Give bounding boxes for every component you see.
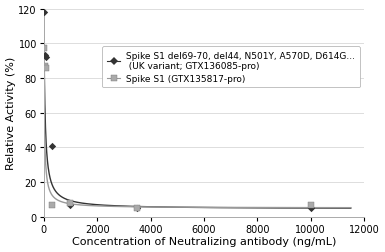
Point: [42, 54, 48, 58]
Point: [308, 206, 314, 210]
Point: [67, 201, 74, 205]
Point: [49, 144, 55, 148]
Point: [42, 65, 48, 69]
Point: [49, 203, 55, 207]
Point: [134, 206, 140, 210]
Point: [308, 203, 314, 207]
Point: [44, 56, 50, 60]
Point: [41, 11, 47, 15]
Point: [134, 206, 140, 210]
Point: [44, 66, 50, 70]
Legend:  Spike S1 del69-70, del44, N501Y, A570D, D614G...
  (UK variant; GTX136085-pro),: Spike S1 del69-70, del44, N501Y, A570D, …: [102, 47, 360, 88]
X-axis label: Concentration of Neutralizing antibody (ng/mL): Concentration of Neutralizing antibody (…: [72, 237, 336, 246]
Point: [67, 203, 74, 207]
Point: [41, 47, 47, 51]
Y-axis label: Relative Activity (%): Relative Activity (%): [5, 57, 15, 170]
